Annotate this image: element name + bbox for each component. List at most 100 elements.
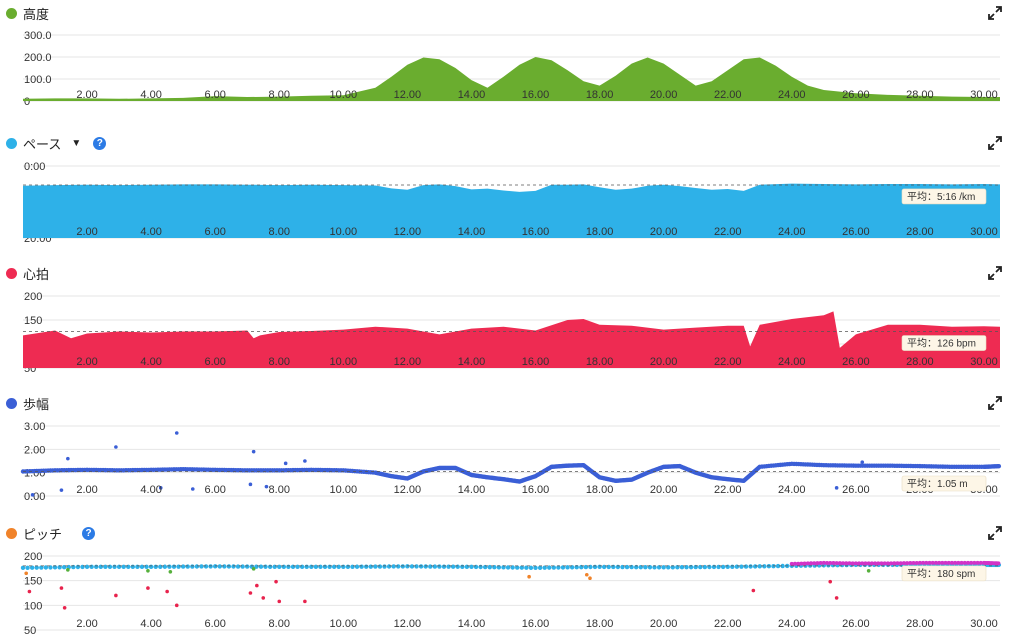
expand-icon[interactable] bbox=[988, 526, 1002, 540]
data-point bbox=[428, 564, 433, 569]
x-tick-label: 10.00 bbox=[330, 226, 358, 238]
outlier-point bbox=[248, 482, 253, 487]
data-point bbox=[199, 564, 204, 569]
data-point bbox=[661, 565, 666, 570]
x-tick-label: 20.00 bbox=[650, 484, 678, 496]
x-tick-label: 28.00 bbox=[906, 356, 934, 368]
x-tick-label: 4.00 bbox=[140, 618, 161, 630]
high-cadence-point bbox=[809, 561, 814, 566]
stride-legend-dot bbox=[6, 397, 17, 409]
x-tick-label: 2.00 bbox=[76, 618, 97, 630]
high-cadence-point bbox=[821, 560, 826, 565]
data-point bbox=[327, 564, 332, 570]
data-point bbox=[528, 565, 534, 570]
data-point bbox=[643, 565, 648, 570]
data-point bbox=[295, 564, 300, 570]
average-badge-bg bbox=[901, 335, 987, 351]
x-tick-label: 18.00 bbox=[586, 356, 614, 368]
data-point bbox=[748, 564, 753, 569]
data-point bbox=[551, 565, 557, 570]
help-icon[interactable]: ? bbox=[82, 526, 96, 540]
data-point bbox=[382, 564, 387, 569]
data-point bbox=[450, 564, 456, 569]
data-point bbox=[743, 564, 749, 569]
help-icon[interactable]: ? bbox=[93, 136, 107, 150]
x-tick-label: 24.00 bbox=[778, 356, 806, 368]
high-cadence-point bbox=[943, 560, 948, 565]
data-point bbox=[139, 564, 145, 570]
low-cadence-point bbox=[174, 603, 179, 608]
x-tick-label: 30.00 bbox=[970, 356, 998, 368]
data-point bbox=[322, 564, 328, 570]
x-tick-label: 14.00 bbox=[458, 89, 486, 101]
data-point bbox=[240, 564, 245, 569]
high-cadence-point bbox=[885, 561, 890, 566]
x-tick-label: 2.00 bbox=[76, 226, 97, 238]
chevron-down-icon[interactable]: ▼ bbox=[71, 137, 82, 149]
outlier-point bbox=[251, 449, 256, 454]
x-tick-label: 6.00 bbox=[204, 226, 225, 238]
high-cadence-point bbox=[996, 561, 1001, 566]
pace-title: ペース bbox=[23, 136, 62, 152]
x-tick-label: 4.00 bbox=[140, 356, 161, 368]
data-point bbox=[473, 564, 479, 570]
data-point bbox=[313, 564, 319, 570]
data-point bbox=[354, 564, 360, 569]
data-point bbox=[734, 564, 740, 569]
data-point bbox=[446, 564, 451, 569]
expand-icon[interactable] bbox=[988, 266, 1002, 280]
expand-icon[interactable] bbox=[988, 6, 1002, 20]
data-point bbox=[542, 565, 547, 570]
data-point bbox=[752, 564, 758, 569]
data-point bbox=[272, 564, 277, 570]
heart-rate-panel: 心拍 200150100502.004.006.008.0010.0012.00… bbox=[0, 260, 1024, 372]
outlier-point bbox=[174, 431, 179, 435]
low-cadence-point bbox=[834, 596, 839, 600]
x-tick-label: 2.00 bbox=[76, 484, 97, 496]
low-cadence-point bbox=[62, 606, 67, 610]
x-tick-label: 8.00 bbox=[269, 618, 290, 630]
x-tick-label: 14.00 bbox=[458, 484, 486, 496]
low-cadence-point bbox=[277, 599, 282, 604]
outlier-point bbox=[860, 460, 865, 464]
data-point bbox=[373, 564, 378, 569]
y-tick-label: 0:00 bbox=[24, 161, 45, 173]
x-tick-label: 6.00 bbox=[204, 89, 225, 101]
data-point bbox=[231, 564, 236, 569]
data-point bbox=[89, 564, 94, 570]
data-point bbox=[364, 564, 369, 569]
data-point bbox=[780, 563, 785, 569]
high-cadence-point bbox=[953, 560, 958, 565]
x-tick-label: 30.00 bbox=[970, 226, 998, 238]
stride-title: 歩幅 bbox=[23, 396, 50, 412]
y-tick-label: 200 bbox=[24, 291, 42, 303]
data-point bbox=[588, 564, 593, 570]
altitude-title-row: 高度 bbox=[6, 5, 49, 22]
outlier-point bbox=[303, 459, 307, 463]
heart-rate-title-row: 心拍 bbox=[6, 265, 49, 282]
green-cadence-point bbox=[66, 568, 70, 572]
high-cadence-point bbox=[812, 561, 817, 566]
high-cadence-point bbox=[882, 561, 887, 566]
data-point bbox=[309, 564, 314, 570]
y-tick-label: 200.0 bbox=[24, 52, 52, 64]
x-tick-label: 20.00 bbox=[650, 618, 678, 630]
pace-title-row: ペース ▼ ? bbox=[6, 135, 107, 152]
expand-icon[interactable] bbox=[988, 136, 1002, 150]
data-point bbox=[235, 564, 241, 569]
stride-chart: 3.002.001.000.002.00 4.00 6.00 8.00 10.00 12.… bbox=[20, 421, 1002, 502]
x-tick-label: 8.00 bbox=[269, 89, 290, 101]
average-badge-bg bbox=[901, 188, 987, 205]
high-cadence-point bbox=[956, 560, 961, 565]
x-tick-label: 4.00 bbox=[140, 484, 161, 496]
series-area bbox=[23, 311, 1000, 368]
data-point bbox=[107, 564, 113, 570]
high-cadence-point bbox=[940, 560, 945, 565]
low-cadence-point bbox=[255, 583, 259, 588]
expand-icon[interactable] bbox=[988, 396, 1002, 410]
cadence-title: ピッチ bbox=[23, 526, 63, 542]
high-cadence-point bbox=[895, 561, 900, 566]
data-point bbox=[126, 564, 131, 570]
data-point bbox=[725, 564, 730, 570]
average-badge: 平均：1.05 m bbox=[901, 475, 987, 492]
